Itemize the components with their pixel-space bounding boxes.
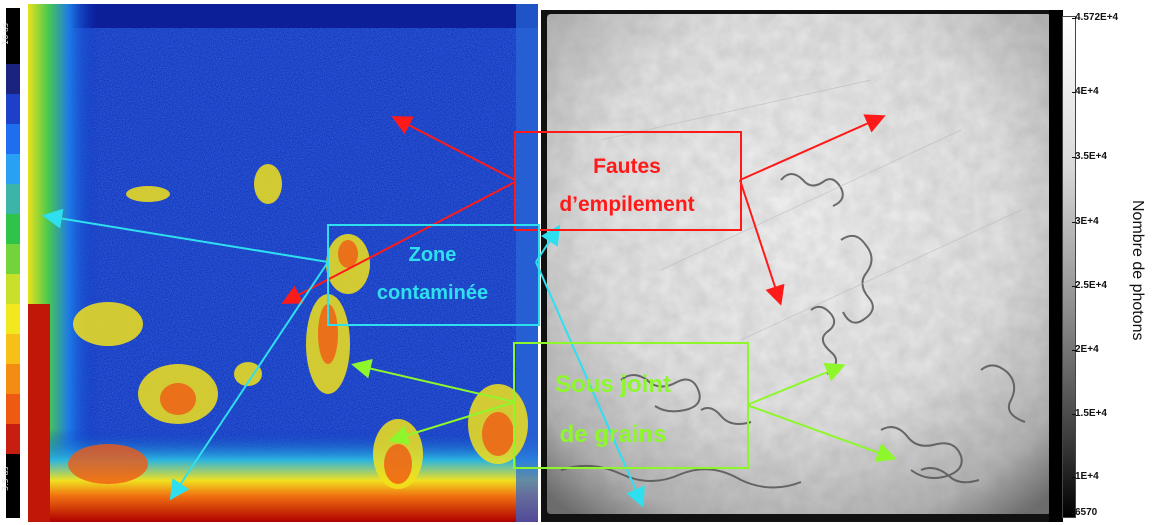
zone-label-line1: Zone [408,244,457,266]
arrow-sous-2 [388,401,516,445]
tick-label: 3E+4 [1072,216,1099,227]
arrow-zone-4 [535,261,645,508]
photon-count-colorbar [1062,16,1076,518]
zone-box [327,224,540,326]
tick-label: 2E+4 [1072,344,1099,355]
arrow-fautes-1 [391,116,516,181]
arrow-sous-3 [746,362,846,406]
sous-label-line1: Sous joint [555,371,671,398]
tick-label: 3.5E+4 [1072,151,1107,162]
fautes-label-line2: d’empilement [559,193,695,216]
arrow-zone-1 [42,208,329,263]
photon-map-image [541,10,1063,522]
arrow-sous-4 [746,404,897,462]
tick-label: 4.572E+4 [1071,12,1119,23]
fautes-box [514,131,742,231]
sous-label: Sous joint de grains [513,360,713,460]
fautes-label-line1: Fautes [593,155,661,178]
sous-label-line2: de grains [559,421,667,448]
arrow-fautes-2 [281,181,516,304]
arrow-zone-2 [169,261,329,501]
lifetime-colorbar [6,8,20,518]
tick-label: 1E+4 [1072,471,1099,482]
tick-label: 4E+4 [1072,86,1099,97]
zone-label-line2: contaminée [376,282,489,304]
sous-box [513,342,749,469]
fautes-label: Fautes d’empilement [514,148,740,224]
arrow-fautes-4 [739,179,785,306]
colorbar-axis-label: Nombre de photons [1129,199,1146,341]
tick-label: 1.5E+4 [1072,408,1107,419]
arrow-fautes-3 [739,114,886,181]
lifetime-map-image [28,4,538,522]
tick-label: 2.5E+4 [1072,280,1107,291]
arrow-sous-1 [351,358,516,403]
tick-label: 6570 [1071,507,1098,518]
zone-label: Zone contaminée [327,236,538,312]
